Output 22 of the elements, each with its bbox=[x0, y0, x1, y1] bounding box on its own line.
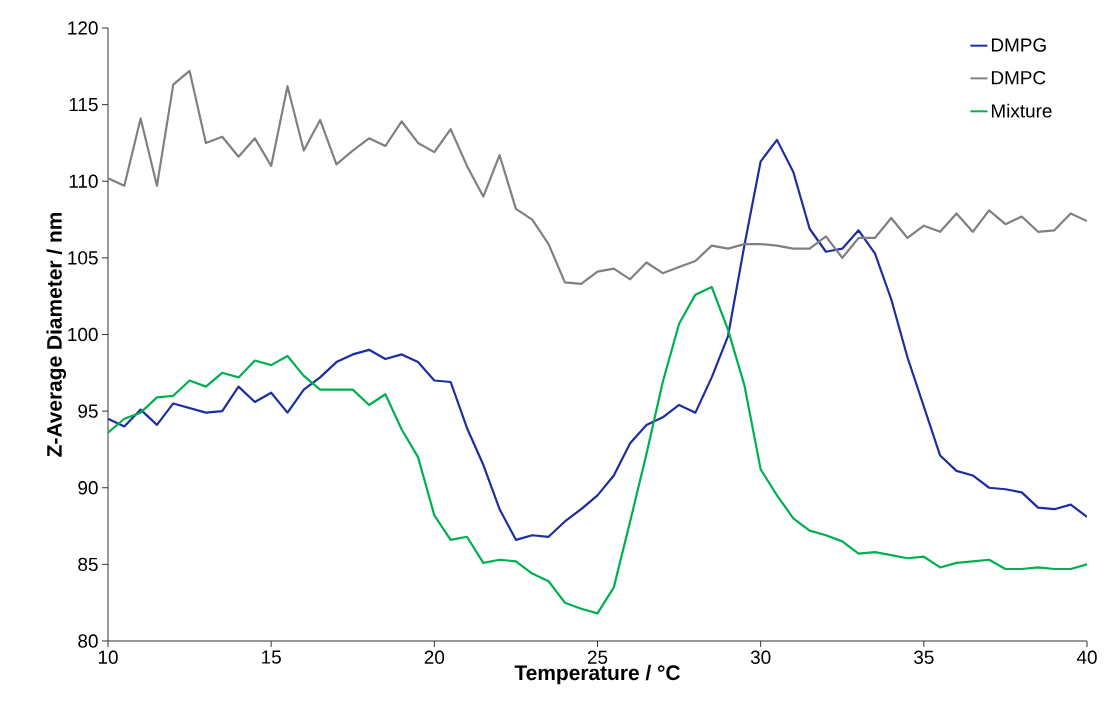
y-tick-label: 105 bbox=[68, 251, 98, 265]
x-tick-label: 35 bbox=[914, 650, 934, 664]
x-tick-label: 20 bbox=[424, 650, 445, 664]
y-tick-label: 85 bbox=[78, 557, 98, 572]
x-tick-label: 30 bbox=[750, 650, 771, 664]
y-axis-title: Z-Average Diameter / nm bbox=[46, 212, 67, 457]
y-tick-label: 90 bbox=[78, 481, 98, 495]
line-series bbox=[108, 69, 1088, 286]
y-tick-label: 80 bbox=[78, 634, 98, 648]
x-axis-title: Temperature / °C bbox=[514, 664, 680, 685]
x-tick-label: 10 bbox=[98, 650, 118, 664]
y-tick-label: 100 bbox=[68, 327, 98, 342]
x-tick-label: 40 bbox=[1076, 650, 1097, 664]
y-tick-label: 120 bbox=[68, 21, 98, 35]
x-tick-label: 25 bbox=[587, 650, 608, 664]
y-tick-label: 110 bbox=[69, 174, 98, 188]
legend-label: Mixture bbox=[991, 103, 1052, 118]
x-tick-label: 15 bbox=[262, 650, 281, 664]
y-tick-label: 115 bbox=[69, 98, 98, 112]
legend-label: DMPG bbox=[991, 38, 1046, 52]
y-tick-label: 95 bbox=[78, 404, 98, 418]
legend-label: DMPC bbox=[991, 71, 1046, 85]
